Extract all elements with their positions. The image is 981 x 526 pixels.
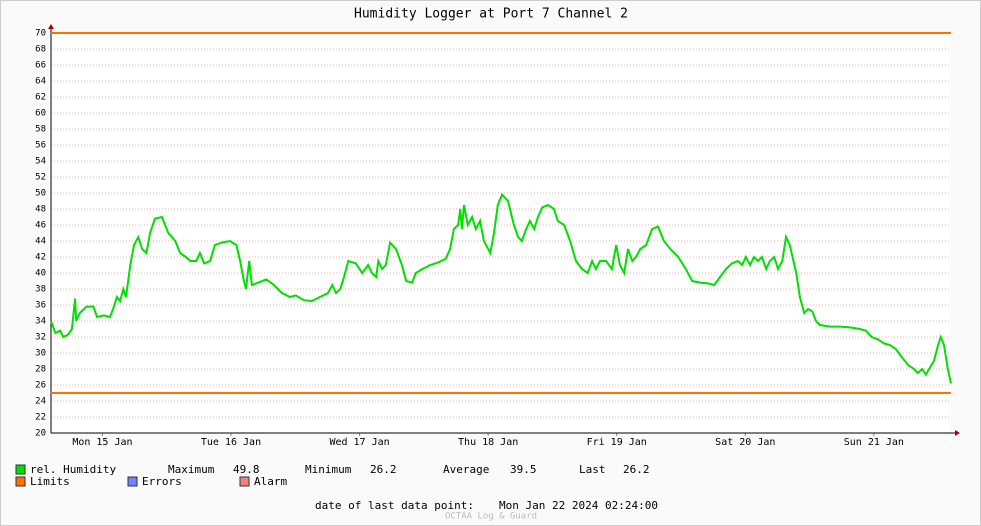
y-tick-label: 40 [35, 269, 46, 279]
y-tick-label: 54 [35, 157, 46, 167]
plot-area [51, 33, 951, 433]
legend-swatch [15, 464, 26, 475]
y-axis-arrow [48, 24, 54, 29]
y-tick-label: 56 [35, 141, 46, 151]
y-tick-label: 24 [35, 397, 46, 407]
stat-value: 26.2 [623, 463, 650, 476]
stat-label: Minimum [305, 463, 352, 476]
y-tick-label: 46 [35, 221, 46, 231]
y-tick-label: 66 [35, 61, 46, 71]
legend-label: Limits [30, 475, 70, 488]
x-tick-label: Sat 20 Jan [715, 437, 775, 448]
x-axis-arrow [955, 430, 960, 436]
x-tick-label: Fri 19 Jan [587, 437, 647, 448]
y-tick-label: 20 [35, 429, 46, 439]
x-tick-label: Sun 21 Jan [844, 437, 904, 448]
y-tick-label: 36 [35, 301, 46, 311]
y-tick-label: 26 [35, 381, 46, 391]
footer-label: date of last data point: [315, 499, 474, 512]
y-tick-label: 70 [35, 29, 46, 39]
x-tick-label: Wed 17 Jan [329, 437, 389, 448]
watermark: OCTAA Log & Guard [445, 512, 537, 522]
y-tick-label: 48 [35, 205, 46, 215]
y-tick-label: 64 [35, 77, 46, 87]
humidity-line [50, 192, 952, 384]
y-tick-label: 58 [35, 125, 46, 135]
y-tick-label: 44 [35, 237, 46, 247]
y-tick-label: 50 [35, 189, 46, 199]
legend-swatch [127, 476, 138, 487]
y-tick-label: 60 [35, 109, 46, 119]
stat-value: 26.2 [370, 463, 397, 476]
stat-label: Maximum [168, 463, 215, 476]
legend-label: rel. Humidity [30, 463, 116, 476]
legend-label: Alarm [254, 475, 287, 488]
x-tick-label: Tue 16 Jan [201, 437, 261, 448]
x-tick-label: Thu 18 Jan [458, 437, 518, 448]
stat-label: Last [579, 463, 606, 476]
stat-label: Average [443, 463, 489, 476]
x-tick-label: Mon 15 Jan [72, 437, 132, 448]
y-tick-label: 38 [35, 285, 46, 295]
y-tick-label: 42 [35, 253, 46, 263]
y-tick-label: 52 [35, 173, 46, 183]
footer-date: Mon Jan 22 2024 02:24:00 [499, 499, 658, 512]
y-tick-label: 68 [35, 45, 46, 55]
y-tick-label: 32 [35, 333, 46, 343]
y-tick-label: 30 [35, 349, 46, 359]
chart-title: Humidity Logger at Port 7 Channel 2 [354, 7, 628, 22]
legend-swatch [15, 476, 26, 487]
stat-value: 39.5 [510, 463, 537, 476]
y-tick-label: 34 [35, 317, 46, 327]
y-tick-label: 28 [35, 365, 46, 375]
legend-swatch [239, 476, 250, 487]
stat-value: 49.8 [233, 463, 260, 476]
y-tick-label: 22 [35, 413, 46, 423]
y-tick-label: 62 [35, 93, 46, 103]
legend-label: Errors [142, 475, 182, 488]
